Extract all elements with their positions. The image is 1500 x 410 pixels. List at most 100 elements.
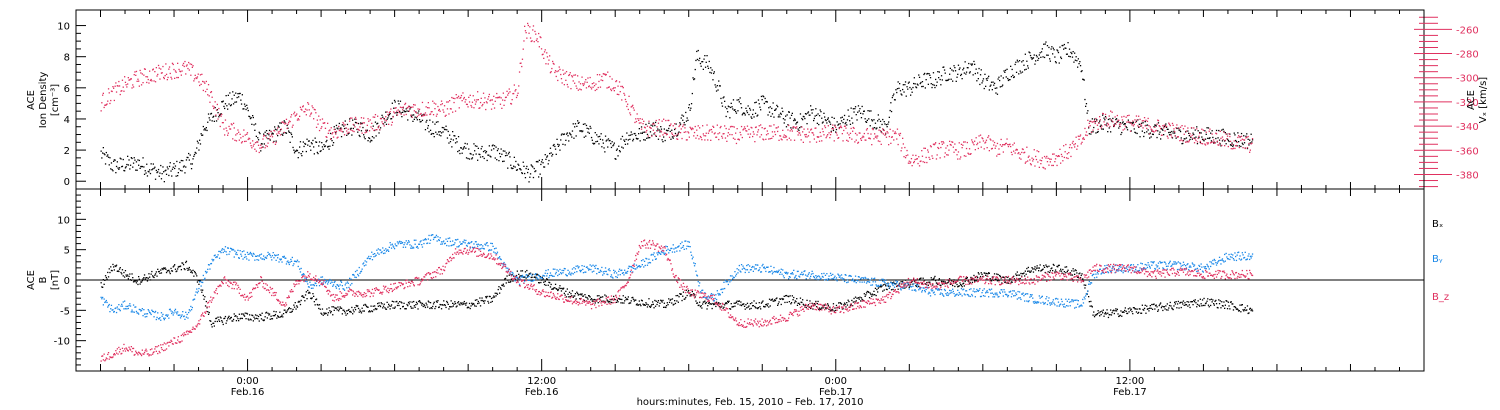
data-point-s0-860 — [732, 99, 735, 101]
data-point-s2-1109 — [915, 285, 918, 287]
data-point-s2-1470 — [1181, 301, 1183, 303]
data-point-s1-926 — [781, 139, 783, 141]
data-point-s2-1413 — [1139, 308, 1141, 310]
data-point-s1-858 — [731, 134, 733, 136]
data-point-s2-1348 — [1091, 306, 1093, 308]
data-point-s0-640 — [571, 136, 573, 138]
data-point-s0-172 — [227, 108, 229, 110]
data-point-s1-666 — [590, 86, 592, 88]
data-point-s2-1415 — [1140, 312, 1143, 314]
data-point-s1-1359 — [1099, 119, 1101, 121]
data-point-s1-1156 — [950, 144, 952, 146]
data-point-s0-1258 — [1025, 68, 1027, 70]
data-point-s2-256 — [288, 307, 290, 309]
data-point-s1-1326 — [1075, 136, 1077, 138]
data-point-s1-1142 — [940, 146, 942, 149]
data-point-s1-436 — [421, 115, 423, 117]
velocity-axis-label-line1: ACE — [1466, 90, 1477, 110]
data-point-s2-1090 — [902, 280, 904, 283]
data-point-s0-1445 — [1163, 134, 1165, 136]
data-point-s0-208 — [253, 124, 255, 126]
data-point-s0-673 — [595, 141, 597, 143]
data-point-s2-1538 — [1231, 303, 1233, 305]
data-point-s0-498 — [466, 143, 468, 145]
data-point-s1-1119 — [923, 147, 925, 149]
data-point-s2-188 — [238, 313, 240, 315]
data-point-s1-372 — [374, 116, 376, 118]
data-point-s1-791 — [682, 125, 684, 128]
data-point-s0-651 — [579, 130, 581, 132]
data-point-s0-477 — [451, 146, 453, 148]
data-point-s0-42 — [131, 157, 133, 160]
data-point-s0-689 — [607, 146, 609, 148]
data-point-s1-1092 — [903, 156, 905, 158]
data-point-s2-1368 — [1106, 309, 1108, 311]
data-point-s3-9 — [107, 306, 109, 308]
data-point-s2-827 — [708, 301, 710, 304]
data-point-s0-905 — [765, 100, 768, 103]
data-point-s1-560 — [512, 93, 514, 95]
data-point-s0-1365 — [1104, 119, 1106, 121]
data-point-s0-1255 — [1023, 64, 1025, 66]
data-point-s3-19 — [114, 307, 116, 310]
data-point-s0-1384 — [1118, 127, 1120, 129]
data-point-s0-1270 — [1034, 63, 1036, 65]
data-point-s1-1407 — [1135, 121, 1137, 123]
data-point-s0-1485 — [1192, 132, 1194, 134]
data-point-s1-1139 — [938, 147, 940, 150]
data-point-s0-1023 — [852, 108, 854, 110]
data-point-s1-1290 — [1049, 158, 1051, 160]
data-point-s1-1293 — [1051, 164, 1053, 167]
data-point-s2-1519 — [1217, 307, 1219, 309]
data-point-s2-1110 — [916, 283, 918, 285]
data-point-s0-839 — [717, 89, 719, 91]
data-point-s0-123 — [190, 168, 193, 170]
data-point-s2-513 — [477, 300, 479, 303]
data-point-s3-75 — [155, 318, 157, 321]
data-point-s2-1025 — [854, 301, 856, 303]
data-point-s0-904 — [765, 101, 767, 103]
data-point-s2-667 — [590, 298, 593, 300]
data-point-s1-869 — [739, 131, 741, 134]
data-point-s1-574 — [522, 48, 524, 50]
data-point-s2-1139 — [938, 279, 940, 281]
data-point-s1-418 — [407, 105, 410, 107]
data-point-s1-994 — [831, 128, 833, 130]
data-point-s1-513 — [477, 99, 479, 101]
data-point-s2-1341 — [1086, 293, 1088, 295]
data-point-s0-1134 — [934, 86, 936, 89]
data-point-s1-46 — [134, 71, 136, 73]
data-point-s0-952 — [800, 126, 802, 128]
data-point-s1-344 — [353, 130, 355, 133]
data-point-s2-1222 — [999, 274, 1001, 277]
data-point-s2-229 — [268, 313, 271, 315]
data-point-s2-580 — [527, 275, 529, 277]
data-point-s1-176 — [229, 128, 232, 130]
data-point-s2-1403 — [1132, 313, 1134, 315]
data-point-s1-165 — [221, 122, 224, 124]
data-point-s0-1182 — [969, 71, 971, 73]
data-point-s0-946 — [796, 122, 798, 124]
data-point-s2-400 — [394, 306, 396, 308]
data-point-s2-612 — [550, 283, 552, 286]
data-point-s2-1364 — [1103, 315, 1105, 317]
data-point-s0-260 — [291, 136, 293, 138]
data-point-s2-283 — [308, 291, 310, 293]
data-point-s0-511 — [476, 145, 478, 147]
data-point-s0-1521 — [1218, 139, 1221, 141]
data-point-s0-457 — [436, 133, 438, 135]
data-point-s1-1303 — [1058, 155, 1060, 157]
data-point-s3-33 — [124, 308, 127, 310]
data-point-s2-876 — [744, 308, 746, 310]
data-point-s2-1141 — [939, 284, 941, 286]
data-point-s1-469 — [445, 114, 447, 116]
data-point-s2-467 — [443, 304, 446, 306]
data-point-s1-1243 — [1014, 152, 1016, 154]
data-point-s1-423 — [411, 116, 413, 118]
data-point-s1-181 — [233, 127, 235, 129]
data-point-s1-402 — [396, 110, 398, 112]
data-point-s2-474 — [449, 306, 451, 308]
data-point-s0-769 — [665, 129, 668, 131]
data-point-s1-476 — [450, 108, 452, 110]
data-point-s1-1053 — [874, 136, 877, 138]
